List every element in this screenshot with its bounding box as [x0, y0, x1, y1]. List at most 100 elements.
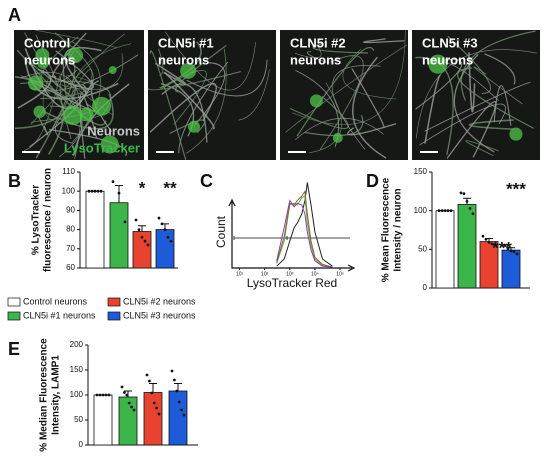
bar [457, 204, 477, 289]
data-point [87, 189, 91, 193]
bar [501, 249, 521, 289]
error-bar [138, 225, 146, 232]
y-axis-label: Intensity / neuron [393, 188, 404, 271]
data-point [157, 412, 161, 416]
soma [67, 47, 83, 64]
neurite [468, 52, 476, 113]
neurite [49, 50, 94, 90]
data-point [143, 239, 147, 243]
image-title: neurons [158, 52, 209, 67]
neurite [148, 71, 241, 91]
micrograph [148, 30, 276, 160]
micrograph [14, 30, 144, 160]
bar [109, 202, 129, 269]
data-point [512, 250, 516, 254]
neurite [72, 83, 130, 156]
data-point [107, 393, 111, 397]
y-tick-label: 100 [414, 206, 428, 215]
bar [155, 229, 175, 269]
neurite [160, 69, 207, 125]
neurite [175, 45, 227, 93]
x-tick-label: 10¹ [236, 271, 244, 277]
neurite [294, 45, 322, 59]
neurite [342, 48, 397, 100]
data-point [134, 218, 138, 222]
legend-label: CLN5i #2 neurons [123, 296, 196, 306]
soma [37, 57, 49, 69]
data-point [104, 393, 108, 397]
data-point [93, 189, 97, 193]
data-point [166, 235, 170, 239]
data-point [481, 234, 485, 238]
data-point [101, 393, 105, 397]
data-point [468, 206, 472, 210]
bar [93, 394, 113, 446]
image-title: neurons [422, 52, 473, 67]
x-tick-label: 10² [261, 271, 269, 277]
image-title: CLN5i #2 [290, 35, 346, 50]
soma [100, 135, 119, 154]
soma [28, 75, 44, 91]
y-axis-label: Count [214, 215, 228, 248]
neurite [149, 50, 187, 160]
soma [187, 120, 201, 133]
data-point [503, 244, 507, 247]
neurite [159, 41, 202, 89]
neurite [295, 117, 384, 141]
x-tick-label: 10⁴ [311, 271, 319, 277]
data-point [96, 189, 100, 193]
data-point [449, 209, 453, 213]
neurite [17, 68, 52, 109]
neurite [424, 74, 442, 144]
soma [108, 66, 117, 75]
neurite [319, 55, 364, 151]
image-bg [148, 30, 276, 160]
axes [231, 202, 352, 269]
neurite [460, 30, 536, 101]
neurite [473, 66, 523, 105]
data-point [123, 391, 126, 394]
y-tick-label: 0 [79, 440, 84, 449]
y-tick-label: 100 [70, 390, 84, 399]
y-tick-label: 50 [74, 415, 83, 424]
significance: ** [163, 178, 177, 197]
data-point [120, 385, 124, 389]
neurite [238, 69, 270, 121]
data-point [123, 220, 127, 224]
image-title: neurons [24, 52, 75, 67]
neurite [453, 53, 495, 153]
legend-swatch [107, 311, 121, 321]
image-overlay: LysoTracker [64, 140, 140, 155]
data-point [117, 191, 121, 195]
x-axis-label: LysoTracker Red [247, 276, 337, 290]
data-point [515, 252, 519, 256]
neurite [416, 49, 537, 139]
bar [435, 210, 455, 289]
soma [92, 96, 112, 116]
data-point [152, 401, 156, 405]
data-point [182, 413, 186, 417]
neurite [35, 30, 117, 49]
data-point [111, 180, 115, 184]
image-title: neurons [290, 52, 341, 67]
neurite [292, 30, 406, 125]
data-point [127, 401, 131, 405]
neurite [164, 31, 256, 91]
soma [33, 105, 46, 118]
data-point [440, 209, 444, 213]
error-bar [124, 390, 132, 397]
x-tick-label: 10³ [286, 271, 294, 277]
neurite [285, 44, 408, 133]
y-tick-label: 50 [418, 244, 427, 253]
panel-label: B [8, 171, 21, 191]
data-point [180, 408, 184, 412]
bar [85, 190, 105, 269]
histogram-line [276, 199, 333, 268]
neurite [154, 62, 187, 85]
legend-swatch [107, 297, 121, 307]
neurite [43, 93, 114, 130]
y-tick-label: 90 [66, 206, 75, 215]
data-point [170, 369, 174, 373]
neurite [37, 115, 49, 136]
neurite [24, 48, 95, 110]
